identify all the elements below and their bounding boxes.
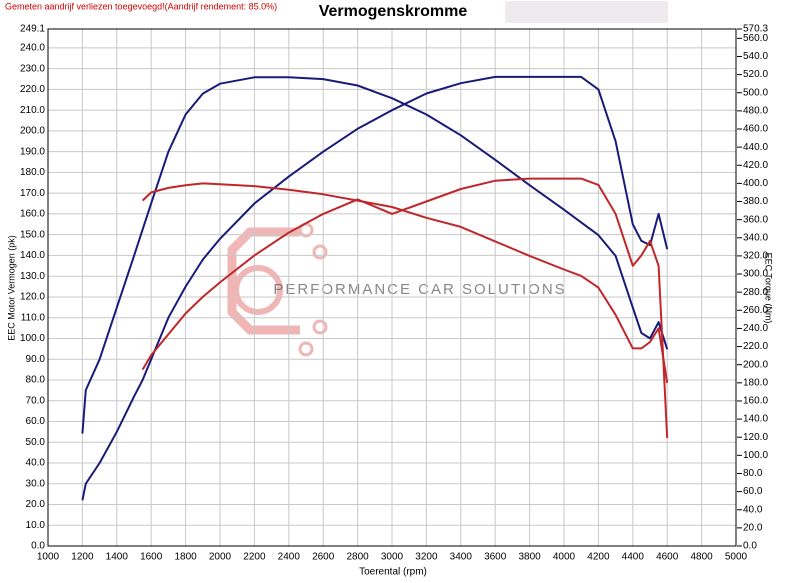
x-tick-label: 3200 xyxy=(415,552,438,563)
y2-tick-label: 340.0 xyxy=(743,232,768,243)
y2-tick-label: 160.0 xyxy=(743,396,768,407)
x-tick-label: 3800 xyxy=(518,552,541,563)
y-tick-label: 40.0 xyxy=(26,458,46,469)
x-tick-label: 4400 xyxy=(622,552,645,563)
series-line xyxy=(141,177,669,439)
x-tick-label: 4200 xyxy=(587,552,610,563)
y2-tick-label: 540.0 xyxy=(743,51,768,62)
y2-axis-label: EEC Torque (Nm) xyxy=(764,253,774,324)
y-tick-label: 50.0 xyxy=(26,437,46,448)
x-axis-label: Toerental (rpm) xyxy=(359,567,427,578)
watermark xyxy=(227,222,328,357)
y-tick-label: 150.0 xyxy=(20,229,45,240)
y2-tick-label: 280.0 xyxy=(743,287,768,298)
y2-tick-label: 260.0 xyxy=(743,305,768,316)
y-tick-label: 180.0 xyxy=(20,167,45,178)
y2-tick-label: 240.0 xyxy=(743,323,768,334)
y2-tick-label: 560.0 xyxy=(743,33,768,44)
x-tick-label: 1200 xyxy=(71,552,94,563)
x-tick-label: 3000 xyxy=(381,552,404,563)
y-tick-label: 230.0 xyxy=(20,63,45,74)
y2-tick-label: 300.0 xyxy=(743,269,768,280)
y-tick-label: 20.0 xyxy=(26,499,46,510)
x-tick-label: 4600 xyxy=(656,552,679,563)
y-tick-label: 90.0 xyxy=(26,354,46,365)
y-tick-label: 100.0 xyxy=(20,333,45,344)
x-tick-label: 2800 xyxy=(346,552,369,563)
y2-tick-label: 440.0 xyxy=(743,142,768,153)
x-tick-label: 2400 xyxy=(278,552,301,563)
y-tick-label: 80.0 xyxy=(26,375,46,386)
x-tick-label: 1400 xyxy=(106,552,129,563)
x-tick-label: 4000 xyxy=(553,552,576,563)
y2-tick-label: 220.0 xyxy=(743,341,768,352)
y-tick-label: 240.0 xyxy=(20,43,45,54)
x-tick-label: 3600 xyxy=(484,552,507,563)
series-line xyxy=(81,76,669,434)
y-tick-label: 70.0 xyxy=(26,395,46,406)
x-tick-label: 2600 xyxy=(312,552,335,563)
y2-tick-label: 120.0 xyxy=(743,432,768,443)
y2-tick-label: 20.0 xyxy=(743,523,763,534)
y2-tick-label: 520.0 xyxy=(743,69,768,80)
y-tick-label: 30.0 xyxy=(26,478,46,489)
y-tick-label: 160.0 xyxy=(20,209,45,220)
y2-tick-label: 400.0 xyxy=(743,178,768,189)
y2-tick-label: 380.0 xyxy=(743,196,768,207)
y2-tick-label: 320.0 xyxy=(743,251,768,262)
header-box xyxy=(505,1,668,23)
y2-tick-label: 200.0 xyxy=(743,359,768,370)
watermark-text: PERFORMANCE CAR SOLUTIONS xyxy=(273,281,566,298)
y-tick-label: 170.0 xyxy=(20,188,45,199)
y2-tick-label: 460.0 xyxy=(743,124,768,135)
y-tick-label: 200.0 xyxy=(20,126,45,137)
chart-title: Vermogenskromme xyxy=(319,3,468,20)
grid xyxy=(47,28,737,547)
y-tick-label: 220.0 xyxy=(20,84,45,95)
series-line xyxy=(141,182,669,383)
y-tick-label: 60.0 xyxy=(26,416,46,427)
x-tick-label: 1800 xyxy=(174,552,197,563)
y-tick-label: 210.0 xyxy=(20,105,45,116)
x-tick-label: 1000 xyxy=(37,552,60,563)
y2-tick-label: 40.0 xyxy=(743,504,763,515)
y-tick-label: 130.0 xyxy=(20,271,45,282)
x-tick-label: 4800 xyxy=(690,552,713,563)
y2-tick-label: 480.0 xyxy=(743,106,768,117)
y2-tick-label: 0.0 xyxy=(743,541,757,552)
x-tick-label: 2000 xyxy=(209,552,232,563)
y2-tick-label: 360.0 xyxy=(743,214,768,225)
x-tick-label: 3400 xyxy=(450,552,473,563)
x-tick-label: 2200 xyxy=(243,552,266,563)
y2-tick-label: 60.0 xyxy=(743,486,763,497)
subtitle: Gemeten aandrijf verliezen toegevoegd!(A… xyxy=(5,1,277,11)
y-tick-label: 120.0 xyxy=(20,292,45,303)
plot-frame xyxy=(47,28,737,547)
y-tick-label: 10.0 xyxy=(26,520,46,531)
y2-tick-label: 420.0 xyxy=(743,160,768,171)
x-tick-label: 1600 xyxy=(140,552,163,563)
y-axis-label: EEC Motor Vermogen (pk) xyxy=(6,235,16,341)
y-tick-label: 249.1 xyxy=(20,24,45,35)
y2-tick-label: 80.0 xyxy=(743,468,763,479)
y-tick-label: 0.0 xyxy=(31,541,45,552)
y2-tick-label: 570.3 xyxy=(743,24,768,35)
y-tick-label: 110.0 xyxy=(21,312,46,323)
y-tick-label: 190.0 xyxy=(20,146,45,157)
series-line xyxy=(81,75,669,501)
y2-tick-label: 500.0 xyxy=(743,87,768,98)
y2-tick-label: 140.0 xyxy=(743,414,768,425)
y2-tick-label: 100.0 xyxy=(743,450,768,461)
y2-tick-label: 180.0 xyxy=(743,377,768,388)
y-tick-label: 140.0 xyxy=(20,250,45,261)
x-tick-label: 5000 xyxy=(725,552,748,563)
